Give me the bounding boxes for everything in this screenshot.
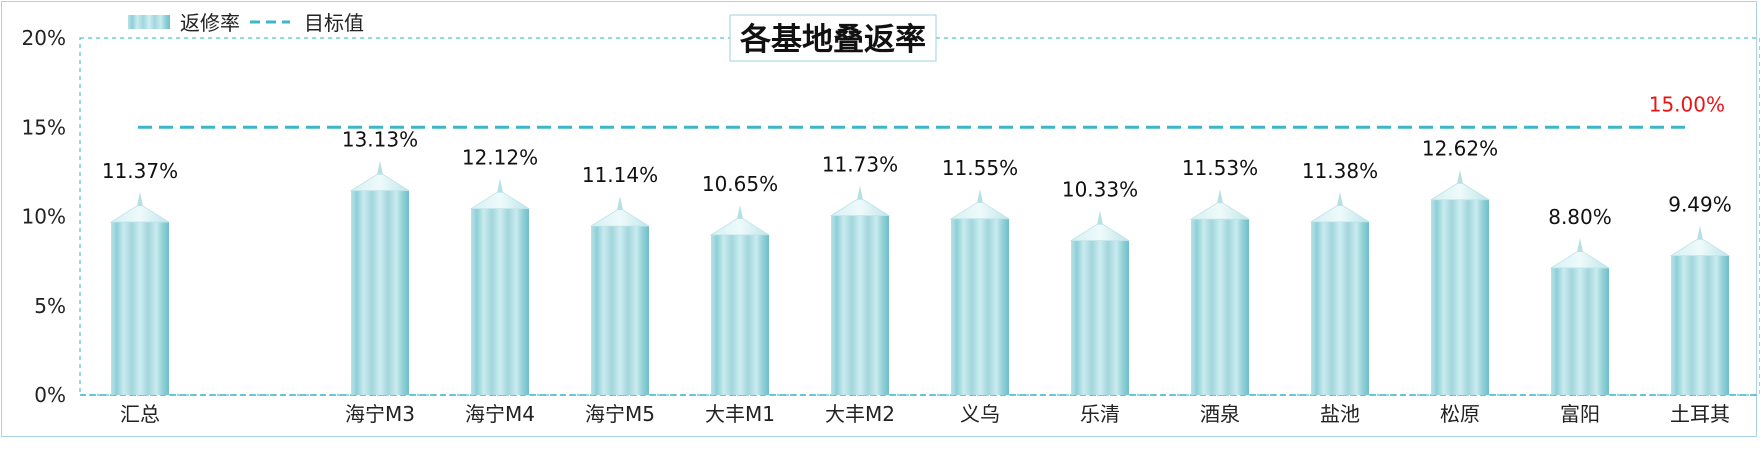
bar-body (471, 208, 529, 395)
bar (109, 192, 171, 395)
bar-cap (349, 172, 411, 192)
data-label: 8.80% (1548, 205, 1612, 229)
bar-body (711, 234, 769, 395)
y-tick-label: 20% (22, 26, 66, 50)
bar-body (1671, 255, 1729, 395)
chart-title: 各基地叠返率 (739, 22, 926, 58)
bar-cap (949, 200, 1011, 220)
bar-cap (1309, 203, 1371, 223)
category-label: 大丰M2 (825, 402, 895, 426)
bar (829, 185, 891, 395)
bar (1549, 237, 1611, 395)
category-label: 乐清 (1080, 402, 1120, 426)
plot-area (79, 37, 1760, 396)
data-label: 11.37% (102, 159, 178, 183)
bar-spire (137, 192, 143, 207)
bar (1429, 169, 1491, 395)
bar (1069, 210, 1131, 395)
bar-spire (1457, 169, 1463, 184)
bar-body (1071, 240, 1129, 395)
bar-body (1431, 199, 1489, 395)
category-label: 大丰M1 (705, 402, 775, 426)
bar-spire (1697, 225, 1703, 240)
data-label: 11.14% (582, 163, 658, 187)
bar-cap (1429, 181, 1491, 201)
category-label: 海宁M3 (345, 402, 415, 426)
bar (949, 188, 1011, 395)
category-label: 酒泉 (1200, 402, 1240, 426)
bar (589, 196, 651, 395)
bar-spire (617, 196, 623, 211)
category-label: 松原 (1440, 402, 1480, 426)
data-label: 12.62% (1422, 137, 1498, 161)
category-label: 义乌 (960, 402, 1000, 426)
bar-cap (829, 197, 891, 217)
category-label: 土耳其 (1670, 402, 1730, 426)
bar-cap (1669, 237, 1731, 257)
bar-body (1551, 267, 1609, 395)
category-label: 海宁M4 (465, 402, 535, 426)
title-box (729, 14, 937, 62)
bar-cap (589, 207, 651, 227)
bar-spire (1097, 210, 1103, 225)
bar-spire (977, 188, 983, 203)
data-label: 10.65% (702, 172, 778, 196)
bar (349, 160, 411, 395)
bar (1309, 191, 1371, 395)
target-label: 15.00% (1649, 92, 1725, 116)
legend-swatch-bar (128, 15, 170, 29)
bar-body (351, 190, 409, 395)
y-tick-label: 0% (34, 383, 66, 407)
bar-body (831, 215, 889, 395)
bar-cap (1549, 249, 1611, 269)
data-label: 9.49% (1668, 193, 1732, 217)
bar-spire (377, 160, 383, 175)
bar-body (1311, 221, 1369, 395)
bar-spire (1577, 237, 1583, 252)
category-label: 盐池 (1320, 402, 1360, 426)
bar-spire (737, 204, 743, 219)
data-label: 13.13% (342, 128, 418, 152)
y-tick-label: 15% (22, 115, 66, 139)
bar (469, 178, 531, 395)
chart-frame (1, 1, 1757, 437)
bar (1189, 189, 1251, 395)
category-label: 海宁M5 (585, 402, 655, 426)
category-label: 汇总 (120, 402, 160, 426)
bar-cap (109, 203, 171, 223)
bar-body (591, 226, 649, 395)
bar (709, 204, 771, 395)
data-label: 11.55% (942, 156, 1018, 180)
bar-body (951, 218, 1009, 395)
data-label: 11.73% (822, 153, 898, 177)
data-label: 11.53% (1182, 156, 1258, 180)
bar-spire (1337, 191, 1343, 206)
bar-body (1191, 219, 1249, 395)
bar-cap (469, 190, 531, 210)
bar-spire (1217, 189, 1223, 204)
bar-cap (709, 216, 771, 236)
bar-spire (857, 185, 863, 200)
bar-cap (1069, 222, 1131, 242)
data-label: 11.38% (1302, 159, 1378, 183)
data-label: 12.12% (462, 146, 538, 170)
legend-label-target: 目标值 (304, 11, 364, 35)
bar-cap (1189, 200, 1251, 220)
y-tick-label: 10% (22, 205, 66, 229)
y-tick-label: 5% (34, 294, 66, 318)
category-label: 富阳 (1560, 402, 1600, 426)
legend: 返修率 目标值 (128, 11, 364, 35)
bar-body (111, 222, 169, 395)
bar-spire (497, 178, 503, 193)
legend-label-bar: 返修率 (180, 11, 240, 35)
data-label: 10.33% (1062, 178, 1138, 202)
bar (1669, 225, 1731, 395)
